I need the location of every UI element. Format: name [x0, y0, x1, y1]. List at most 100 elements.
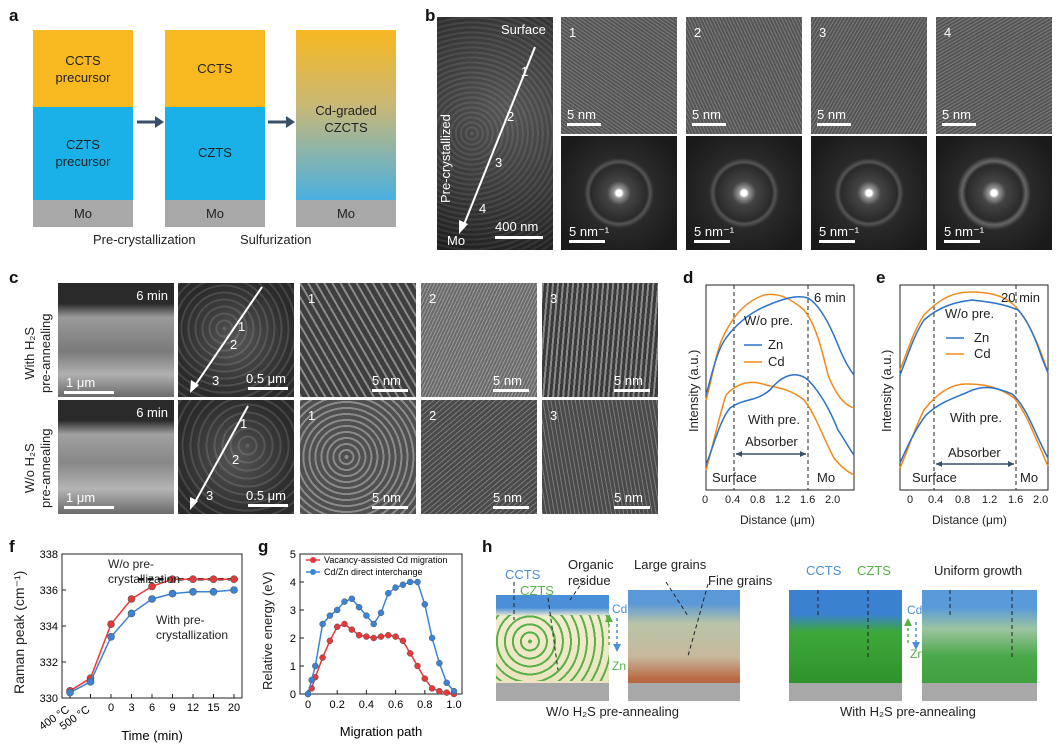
process-arrow-2: [268, 116, 295, 128]
legend-label: Cd/Zn direct interchange: [324, 567, 423, 577]
mo-label: Mo: [205, 206, 225, 221]
e-mo-label: Mo: [1020, 470, 1039, 485]
e-wo-label: W/o pre.: [945, 306, 995, 321]
e-xtick-1: 0.4: [928, 494, 944, 506]
d-xlabel: Distance (μm): [740, 513, 815, 527]
mo-layer: [165, 200, 265, 227]
data-point: [319, 654, 326, 661]
data-point: [406, 650, 414, 657]
hr-label-2: 2: [429, 408, 437, 423]
e-legend-cd: Cd: [974, 346, 991, 361]
h-fine-grains: Fine grains: [708, 573, 773, 588]
d-surface-label: Surface: [712, 470, 757, 485]
x-tick-label: 0: [305, 699, 311, 711]
data-point: [377, 609, 385, 617]
panel-f-label: f: [9, 537, 15, 556]
hr-scale-bar: [942, 123, 976, 126]
data-point: [341, 620, 348, 628]
data-point: [443, 689, 450, 696]
d-absorber-label: Absorber: [745, 434, 798, 449]
h-uniform-growth: Uniform growth: [934, 563, 1023, 578]
scale-bar-0.5um: [248, 504, 288, 507]
h-ccts-right: CCTS: [806, 563, 842, 578]
data-point: [392, 633, 399, 640]
data-point: [107, 633, 115, 641]
data-point: [312, 662, 319, 670]
y-tick-label: 336: [40, 585, 58, 597]
point-2: 2: [507, 109, 515, 124]
data-point: [436, 687, 443, 695]
sem-plan-wo-h2s: 1 2 3 0.5 μm: [178, 400, 294, 514]
hrtem-c-with-1: 1 5 nm: [300, 283, 416, 397]
hr-scale-bar: [372, 389, 408, 392]
data-point: [370, 634, 377, 642]
panel-d-plot: [705, 284, 855, 491]
step-pre-crystallization: Pre-crystallization: [93, 232, 196, 247]
panel-c-label: c: [9, 268, 19, 287]
data-point: [333, 606, 341, 614]
fft-scale-bar: [819, 240, 855, 243]
panel-d-label: d: [683, 268, 694, 287]
panel-e-label: e: [876, 268, 886, 287]
f-ylabel: Raman peak (cm⁻¹): [11, 570, 27, 694]
fft-b-1: 5 nm⁻¹: [561, 136, 677, 250]
x-tick-label: 0.8: [417, 699, 432, 711]
data-point: [107, 620, 115, 628]
hrtem-c-with-2: 2 5 nm: [421, 283, 537, 397]
data-point: [230, 586, 238, 594]
panel-a-label: a: [9, 6, 19, 25]
hrtem-b-3: 3 5 nm: [811, 17, 927, 134]
mo-substrate: [628, 683, 740, 701]
mo-substrate: [922, 683, 1037, 701]
hr-scale-bar: [614, 506, 650, 509]
d-zn-wo-curve: [705, 295, 855, 396]
h-zn-right: Zn: [910, 647, 925, 661]
hr-scale-label: 5 nm: [817, 107, 846, 122]
data-point: [209, 575, 218, 584]
graded-layer: [296, 30, 396, 200]
y-tick-label: 1: [290, 661, 296, 673]
h-right-caption: With H₂S pre-annealing: [840, 704, 976, 719]
d-xtick-2: 0.8: [750, 494, 766, 506]
e-xlabel: Distance (μm): [932, 513, 1007, 527]
y-tick-label: 2: [290, 633, 296, 645]
h-czts-right: CZTS: [857, 563, 891, 578]
x-tick-label: 0.6: [388, 699, 403, 711]
data-point: [385, 589, 392, 597]
f-annot-with: With pre- crystallization: [156, 613, 229, 642]
hr-scale-label: 5 nm: [567, 107, 596, 122]
scale-label-1um: 1 μm: [66, 375, 96, 390]
e-with-label: With pre.: [950, 410, 1003, 425]
data-point: [355, 631, 363, 639]
y-tick-label: 334: [40, 621, 58, 633]
y-tick-label: 330: [40, 693, 58, 705]
data-point: [319, 620, 326, 628]
data-point: [428, 685, 436, 692]
data-point: [421, 601, 429, 608]
scale-label-400nm: 400 nm: [495, 219, 539, 234]
panel-a-stack-3: Cd-graded CZCTS Mo: [296, 30, 396, 227]
hr-scale-bar: [372, 506, 408, 509]
scale-label-1um: 1 μm: [66, 490, 96, 505]
fft-scale-bar: [944, 240, 980, 243]
e-zn-wo-curve: [899, 299, 1049, 376]
panel-g-label: g: [258, 537, 269, 556]
data-point: [363, 612, 370, 619]
hr-scale-bar: [614, 389, 650, 392]
d-legend-zn: Zn: [768, 337, 784, 352]
data-point: [148, 595, 156, 603]
fft-b-4: 5 nm⁻¹: [936, 136, 1052, 250]
x-tick-label: 12: [187, 702, 199, 714]
hr-label-3: 3: [550, 291, 558, 306]
grain-speckle: [178, 283, 294, 397]
point-2: 2: [232, 452, 240, 467]
hrtem-c-wo-1: 1 5 nm: [300, 400, 416, 514]
step-sulfurization: Sulfurization: [240, 232, 312, 247]
fft-scale-label: 5 nm⁻¹: [819, 224, 860, 239]
green-dots: [496, 615, 609, 681]
e-surface-label: Surface: [912, 470, 957, 485]
data-point: [168, 575, 177, 584]
panel-a-stack-2: CCTS CZTS Mo: [165, 30, 265, 227]
data-point: [127, 609, 136, 618]
time-label: 6 min: [136, 405, 168, 420]
